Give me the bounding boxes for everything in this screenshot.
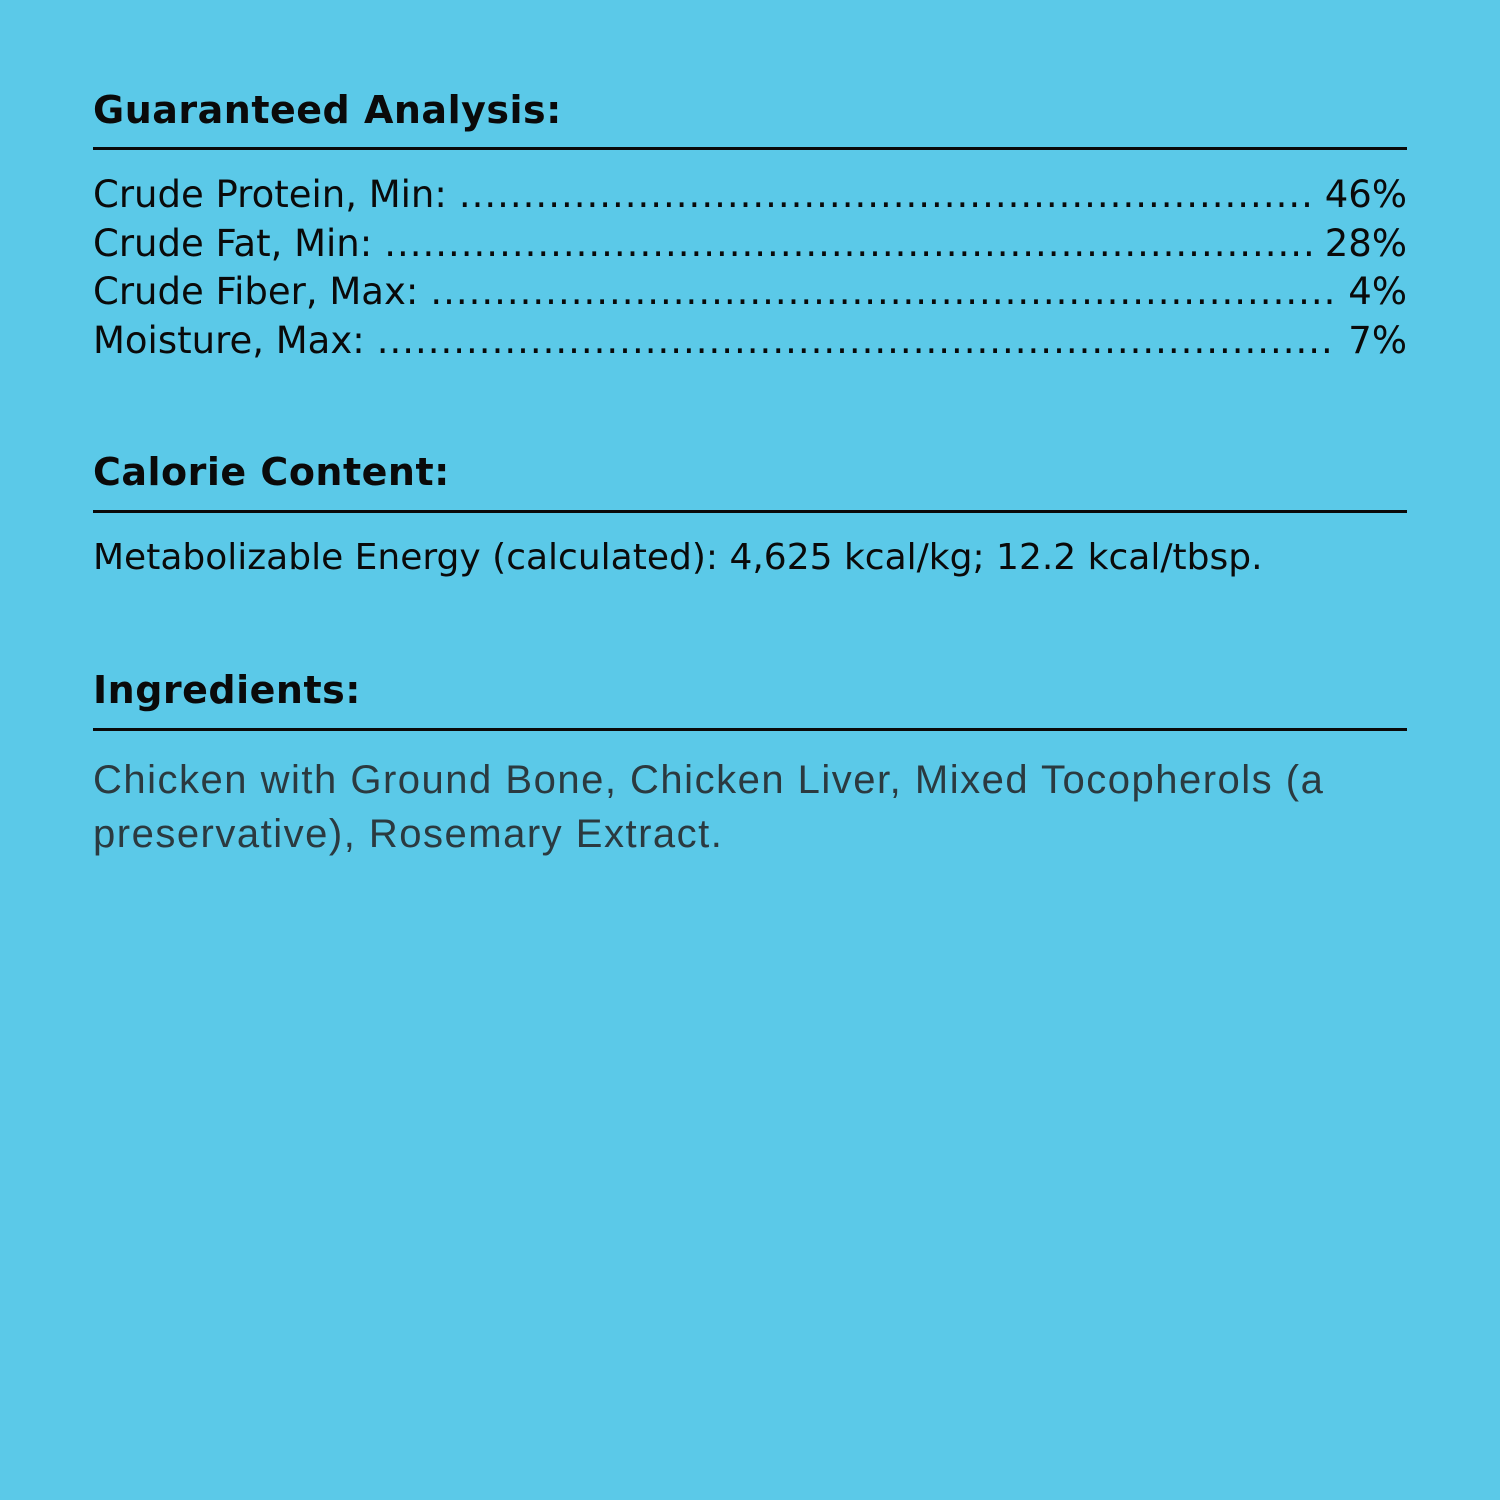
row-value: 7% (1348, 318, 1407, 362)
divider (93, 147, 1407, 150)
row-label: Crude Protein, Min: (93, 173, 447, 216)
row-label: Crude Fiber, Max: (93, 270, 419, 313)
analysis-row: Crude Protein, Min: ....................… (93, 171, 1407, 220)
row-label: Crude Fat, Min: (93, 221, 373, 265)
ingredients-text: Chicken with Ground Bone, Chicken Liver,… (93, 758, 1325, 856)
analysis-list: Crude Protein, Min: ....................… (93, 171, 1407, 365)
row-value: 4% (1348, 270, 1407, 313)
divider (93, 728, 1407, 731)
ingredients-section: Ingredients: Chicken with Ground Bone, C… (93, 664, 1407, 861)
guaranteed-analysis-section: Guaranteed Analysis: Crude Protein, Min:… (93, 84, 1407, 365)
calorie-content-heading: Calorie Content: (93, 450, 450, 494)
row-value: 46% (1324, 173, 1407, 216)
dot-leader: ........................................… (376, 318, 1335, 362)
dot-leader: ........................................… (458, 173, 1311, 216)
guaranteed-analysis-heading: Guaranteed Analysis: (93, 88, 562, 132)
analysis-row: Moisture, Max: .........................… (93, 317, 1407, 366)
row-label: Moisture, Max: (93, 318, 365, 362)
dot-leader: ........................................… (384, 221, 1311, 265)
analysis-row: Crude Fiber, Max: ......................… (93, 268, 1407, 317)
ingredients-heading: Ingredients: (93, 668, 361, 712)
calorie-content-section: Calorie Content: Metabolizable Energy (c… (93, 446, 1407, 584)
calorie-content-text: Metabolizable Energy (calculated): 4,625… (93, 537, 1263, 578)
dot-leader: ........................................… (430, 270, 1335, 313)
row-value: 28% (1324, 221, 1407, 265)
analysis-row: Crude Fat, Min: ........................… (93, 220, 1407, 269)
divider (93, 510, 1407, 513)
